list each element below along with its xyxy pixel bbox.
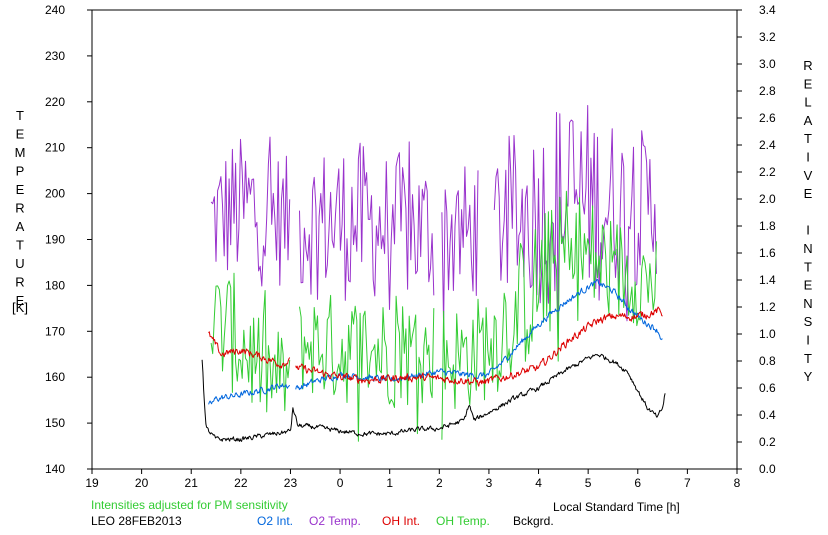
- y-right-label-char: N: [803, 296, 812, 311]
- y-right-label-char: Y: [804, 369, 813, 384]
- y-left-label-char: U: [15, 256, 24, 271]
- y-right-label-char: T: [804, 351, 812, 366]
- series-oh-temp-line: [210, 190, 657, 442]
- y-left-tick-label: 150: [45, 416, 65, 430]
- y-right-tick-label: 0.4: [759, 408, 776, 422]
- y-left-tick-label: 160: [45, 370, 65, 384]
- legend-o2-int: O2 Int.: [257, 514, 294, 528]
- y-left-label-char: E: [16, 182, 25, 197]
- y-right-label-char: I: [806, 333, 810, 348]
- y-right-label-char: E: [804, 76, 813, 91]
- y-left-label-char: M: [15, 145, 26, 160]
- y-left-label-char: T: [16, 238, 24, 253]
- y-right-tick-label: 0.2: [759, 435, 776, 449]
- y-right-tick-label: 0.6: [759, 381, 776, 395]
- x-tick-label: 20: [135, 476, 149, 490]
- x-tick-label: 21: [185, 476, 199, 490]
- x-axis-title: Local Standard Time [h]: [553, 500, 680, 514]
- x-tick-label: 5: [585, 476, 592, 490]
- y-left-tick-label: 190: [45, 233, 65, 247]
- x-tick-label: 0: [337, 476, 344, 490]
- y-right-tick-label: 1.2: [759, 300, 776, 314]
- y-left-label-char: R: [15, 275, 24, 290]
- y-right-tick-label: 2.2: [759, 165, 776, 179]
- y-right-tick-label: 1.4: [759, 273, 776, 287]
- x-tick-label: 22: [234, 476, 248, 490]
- y-left-tick-label: 170: [45, 324, 65, 338]
- legend-oh-temp: OH Temp.: [436, 514, 490, 528]
- x-tick-label: 3: [486, 476, 493, 490]
- y-right-label-char: L: [804, 95, 811, 110]
- x-tick-label: 23: [284, 476, 298, 490]
- y-right-tick-label: 2.8: [759, 84, 776, 98]
- station-label: LEO 28FEB2013: [91, 514, 182, 528]
- y-right-label-char: A: [804, 113, 813, 128]
- x-tick-label: 2: [436, 476, 443, 490]
- y-right-tick-label: 1.8: [759, 219, 776, 233]
- x-tick-label: 1: [386, 476, 393, 490]
- series-lines: [201, 105, 666, 442]
- y-right-label-char: I: [806, 150, 810, 165]
- y-left-tick-label: 230: [45, 49, 65, 63]
- y-right-tick-label: 3.2: [759, 30, 776, 44]
- y-left-label-char: E: [16, 127, 25, 142]
- x-tick-label: 8: [734, 476, 741, 490]
- y-right-tick-label: 1.0: [759, 327, 776, 341]
- y-right-label-char: R: [803, 58, 812, 73]
- series-bckgrd-line: [201, 353, 666, 442]
- y-left-label-char: A: [16, 219, 25, 234]
- y-right-label-char: T: [804, 131, 812, 146]
- y-right-label-char: T: [804, 259, 812, 274]
- x-tick-label: 7: [684, 476, 691, 490]
- y-right-tick-label: 3.4: [759, 3, 776, 17]
- series-oh-int-line: [208, 306, 663, 387]
- legend-bckgrd: Bckgrd.: [513, 514, 554, 528]
- y-left-tick-label: 220: [45, 95, 65, 109]
- y-right-label-char: E: [804, 278, 813, 293]
- x-tick-label: 4: [535, 476, 542, 490]
- y-right-label-char: E: [804, 186, 813, 201]
- y-left-label-char: P: [16, 164, 25, 179]
- y-left-unit: [K]: [12, 300, 28, 315]
- sensitivity-note: Intensities adjusted for PM sensitivity: [91, 498, 288, 512]
- y-right-tick-label: 0.8: [759, 354, 776, 368]
- axes: 19 20 21 22 23 0 1 2 3 4 5 6 7 8140150160170180190200…: [45, 3, 776, 490]
- y-left-label-char: R: [15, 201, 24, 216]
- y-right-tick-label: 1.6: [759, 246, 776, 260]
- y-right-label-char: N: [803, 241, 812, 256]
- legend-oh-int: OH Int.: [382, 514, 421, 528]
- y-right-tick-label: 3.0: [759, 57, 776, 71]
- series-o2-temp-line: [210, 105, 657, 339]
- x-tick-label: 19: [85, 476, 99, 490]
- y-left-tick-label: 210: [45, 141, 65, 155]
- y-right-label-char: V: [804, 168, 813, 183]
- y-left-label-char: T: [16, 108, 24, 123]
- y-right-tick-label: 2.4: [759, 138, 776, 152]
- y-left-tick-label: 200: [45, 187, 65, 201]
- y-left-tick-label: 180: [45, 278, 65, 292]
- y-right-tick-label: 2.0: [759, 192, 776, 206]
- legend-o2-temp: O2 Temp.: [309, 514, 361, 528]
- y-left-label-char: E: [16, 293, 25, 308]
- x-tick-label: 6: [634, 476, 641, 490]
- y-left-tick-label: 140: [45, 462, 65, 476]
- y-right-label-char: S: [804, 314, 813, 329]
- y-left-tick-label: 240: [45, 3, 65, 17]
- y-right-tick-label: 0.0: [759, 462, 776, 476]
- y-right-label-char: I: [806, 223, 810, 238]
- y-right-tick-label: 2.6: [759, 111, 776, 125]
